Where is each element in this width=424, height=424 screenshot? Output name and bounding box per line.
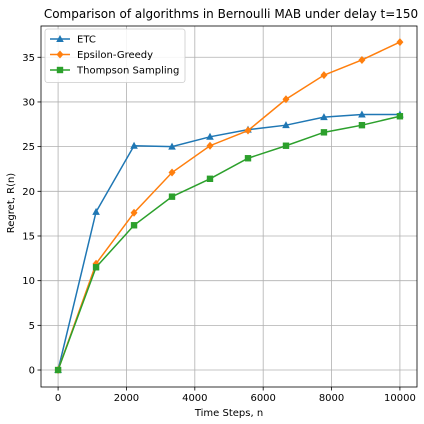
grid-layer xyxy=(41,26,417,387)
legend: ETC Epsilon-Greedy Thompson Sampling xyxy=(44,28,186,83)
legend-marker xyxy=(56,66,64,74)
data-point xyxy=(130,141,138,149)
y-tick-label: 25 xyxy=(22,142,35,153)
y-tick-label: 35 xyxy=(22,53,35,64)
y-axis-label: Regret, R(n) xyxy=(6,173,17,234)
data-point xyxy=(320,71,328,80)
data-point xyxy=(358,110,366,118)
data-point xyxy=(54,366,62,374)
legend-box xyxy=(44,28,186,83)
data-point xyxy=(396,113,404,120)
y-tick-label: 10 xyxy=(22,276,35,287)
x-tick-label: 4000 xyxy=(182,393,207,404)
data-point xyxy=(282,95,290,104)
data-point xyxy=(396,38,404,47)
legend-item: ETC xyxy=(50,35,96,46)
data-point xyxy=(282,142,290,149)
plot-frame xyxy=(40,25,418,388)
data-point xyxy=(168,168,176,177)
data-point xyxy=(320,113,328,121)
legend-marker xyxy=(56,35,64,42)
y-tick-label: 20 xyxy=(22,187,35,198)
legend-item: Thompson Sampling xyxy=(50,66,179,77)
legend-label: Epsilon-Greedy xyxy=(77,50,153,61)
tick-layer: 0 2000 4000 6000 8000 10000 0 5 10 15 20 25 30 35 xyxy=(22,53,416,404)
data-point xyxy=(244,126,252,135)
data-point xyxy=(206,141,214,150)
x-tick-label: 2000 xyxy=(114,393,139,404)
legend-label: ETC xyxy=(77,35,96,46)
series-line xyxy=(57,41,401,371)
legend-label: Thompson Sampling xyxy=(76,66,179,77)
series-thompson-sampling xyxy=(54,113,404,374)
data-point xyxy=(168,142,176,150)
x-tick-label: 0 xyxy=(55,393,61,404)
chart-title: Comparison of algorithms in Bernoulli MA… xyxy=(44,7,418,21)
y-tick-label: 15 xyxy=(22,231,35,242)
series-line xyxy=(57,113,400,371)
data-point xyxy=(92,264,100,271)
data-point xyxy=(168,193,176,200)
x-tick-label: 6000 xyxy=(250,393,275,404)
series-line xyxy=(57,115,401,371)
data-point xyxy=(358,55,366,64)
data-point xyxy=(206,175,214,182)
data-point xyxy=(282,121,290,129)
data-point xyxy=(130,222,138,229)
data-point xyxy=(130,208,138,217)
series-etc xyxy=(54,110,404,374)
data-point xyxy=(320,129,328,136)
series-epsilon-greedy xyxy=(54,38,404,375)
data-point xyxy=(92,207,100,215)
x-tick-label: 10000 xyxy=(384,393,416,404)
y-tick-label: 30 xyxy=(22,97,35,108)
x-axis-label: Time Steps, n xyxy=(194,408,263,419)
legend-marker xyxy=(56,50,64,59)
data-point xyxy=(358,121,366,129)
data-point xyxy=(206,132,214,140)
y-tick-label: 5 xyxy=(29,321,35,332)
legend-item: Epsilon-Greedy xyxy=(50,50,153,61)
data-point xyxy=(244,155,252,162)
y-tick-label: 0 xyxy=(29,366,35,377)
series-layer xyxy=(54,38,404,375)
x-tick-label: 8000 xyxy=(319,393,344,404)
